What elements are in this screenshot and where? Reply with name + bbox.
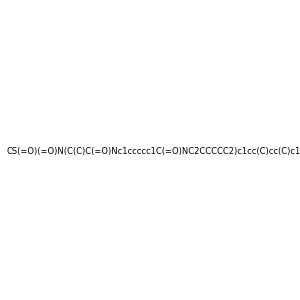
Text: CS(=O)(=O)N(C(C)C(=O)Nc1ccccc1C(=O)NC2CCCCC2)c1cc(C)cc(C)c1: CS(=O)(=O)N(C(C)C(=O)Nc1ccccc1C(=O)NC2CC… (7, 147, 300, 156)
